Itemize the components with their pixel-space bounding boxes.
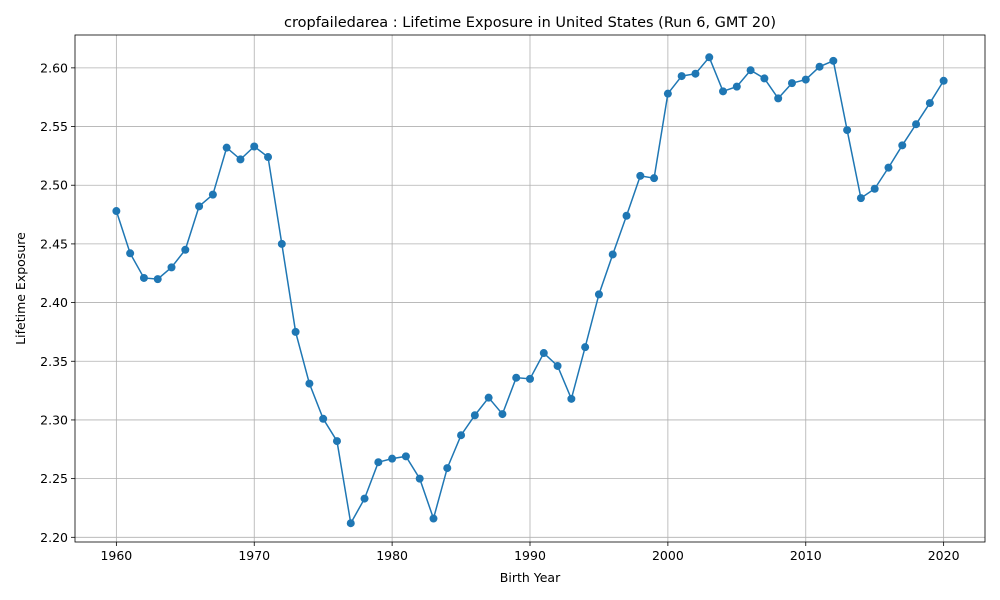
data-point	[222, 143, 231, 152]
grid-lines	[75, 35, 985, 542]
data-point	[526, 374, 534, 383]
data-point	[925, 99, 934, 108]
data-point	[787, 79, 796, 88]
data-point	[112, 207, 121, 216]
data-point	[181, 245, 190, 254]
data-point	[705, 53, 714, 62]
data-point	[801, 75, 810, 84]
data-point	[277, 239, 286, 248]
data-point	[594, 290, 603, 299]
y-tick-label: 2.20	[40, 530, 68, 545]
data-point	[677, 72, 686, 81]
y-axis-ticks: 2.20 2.25 2.30 2.35 2.40 2.45 2.50 2.55 2.60	[40, 60, 75, 545]
data-point	[264, 153, 273, 162]
data-point	[443, 464, 452, 473]
data-point	[912, 120, 921, 129]
data-point	[195, 202, 204, 211]
data-point	[498, 410, 507, 419]
x-tick-label: 2020	[928, 548, 960, 563]
x-axis-ticks: 1960 1970 1980 1990 2000 2010 2020	[100, 542, 960, 563]
data-point	[374, 458, 383, 467]
data-point	[208, 190, 217, 199]
data-point	[332, 437, 341, 446]
y-tick-label: 2.25	[40, 471, 68, 486]
data-point	[939, 76, 948, 85]
chart-title: cropfailedarea : Lifetime Exposure in Un…	[284, 15, 776, 31]
data-point	[636, 171, 645, 180]
data-point	[388, 454, 397, 463]
x-tick-label: 1970	[238, 548, 270, 563]
data-point	[305, 379, 314, 388]
data-point	[843, 126, 852, 135]
data-point	[319, 414, 328, 423]
data-point	[774, 94, 783, 103]
data-point	[250, 142, 259, 151]
data-point	[815, 62, 824, 71]
data-point	[512, 373, 521, 382]
data-point	[829, 56, 838, 65]
y-tick-label: 2.50	[40, 178, 68, 193]
data-point	[663, 89, 672, 98]
data-point	[401, 452, 410, 461]
y-tick-label: 2.30	[40, 412, 68, 427]
data-point	[719, 87, 728, 96]
data-point	[760, 74, 769, 83]
data-point	[484, 393, 493, 402]
y-tick-label: 2.45	[40, 236, 68, 251]
data-point	[581, 343, 590, 352]
data-point	[884, 163, 893, 172]
data-point	[622, 211, 631, 220]
data-point	[898, 141, 907, 150]
data-point	[236, 155, 245, 164]
data-point	[567, 394, 576, 403]
data-series	[112, 53, 948, 528]
y-axis-label: Lifetime Exposure	[13, 232, 28, 345]
data-point	[608, 250, 617, 259]
y-tick-label: 2.35	[40, 354, 68, 369]
data-point	[732, 82, 741, 91]
y-tick-label: 2.40	[40, 295, 68, 310]
data-point	[167, 263, 176, 272]
y-tick-label: 2.60	[40, 60, 68, 75]
data-point	[126, 249, 135, 258]
data-point	[429, 514, 438, 523]
x-tick-label: 2000	[652, 548, 684, 563]
data-point	[856, 194, 865, 203]
x-tick-label: 1990	[514, 548, 546, 563]
x-tick-label: 1960	[100, 548, 132, 563]
data-point	[539, 349, 548, 358]
data-point	[746, 66, 755, 75]
data-point	[650, 174, 659, 183]
data-point	[691, 69, 700, 78]
data-point	[291, 327, 300, 336]
data-point	[457, 431, 466, 440]
x-axis-label: Birth Year	[500, 570, 561, 585]
y-tick-label: 2.55	[40, 119, 68, 134]
data-point	[360, 494, 369, 503]
data-point	[870, 184, 879, 193]
data-point	[553, 361, 562, 370]
data-point	[415, 474, 424, 483]
x-tick-label: 2010	[790, 548, 822, 563]
data-point	[153, 275, 162, 284]
x-tick-label: 1980	[376, 548, 408, 563]
data-point	[346, 519, 355, 528]
data-point	[139, 273, 148, 282]
data-point	[470, 411, 479, 420]
